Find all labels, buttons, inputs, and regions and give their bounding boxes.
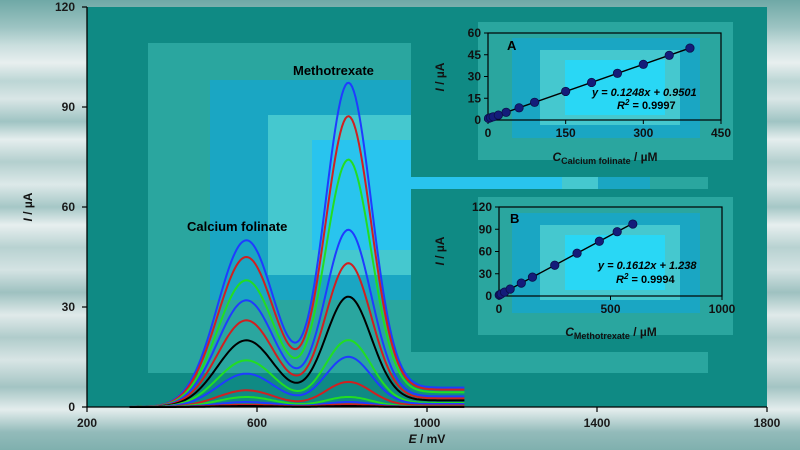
x-unit: / µM — [630, 325, 657, 339]
inset-b-data-point — [527, 272, 538, 282]
inset-a-y-tick-label: 45 — [468, 48, 482, 62]
inset-a-x-tick-label: 150 — [556, 126, 576, 140]
inset-b-x-tick-label: 500 — [600, 302, 620, 316]
x-var: C — [552, 150, 561, 164]
inset-b-y-label: I / µA — [433, 236, 447, 265]
y-tick-label: 30 — [62, 300, 76, 314]
inset-a-y-tick-label: 60 — [468, 26, 482, 40]
y-tick-label: 60 — [62, 200, 76, 214]
voltammogram-curve-1 — [129, 81, 465, 408]
inset-a-equation: y = 0.1248x + 0.9501 — [591, 87, 697, 99]
y-var: I — [433, 87, 447, 91]
inset-b-y-tick-label: 90 — [479, 222, 493, 236]
inset-a-data-point — [529, 97, 540, 107]
y-tick-label: 0 — [68, 400, 75, 414]
inset-a-data-point — [586, 77, 597, 88]
r-value: = 0.9997 — [629, 100, 675, 112]
voltammogram-curve-4 — [129, 228, 465, 408]
voltammogram-curve-5 — [129, 262, 465, 408]
inset-a-x-tick-label: 300 — [633, 126, 653, 140]
inset-b-equation: y = 0.1612x + 1.238 — [597, 260, 697, 272]
x-tick-label: 600 — [247, 416, 267, 430]
inset-a-data-point — [514, 103, 524, 113]
inset-b-data-point — [594, 236, 604, 246]
voltammogram-curve-7 — [129, 339, 465, 408]
inset-a-data-point — [493, 110, 503, 120]
x-tick-label: 1400 — [584, 416, 611, 430]
r-exp: 2 — [623, 272, 629, 281]
x-var: E — [409, 432, 418, 446]
main-x-axis-label: E / mV — [409, 432, 446, 446]
r-var: R — [616, 274, 624, 286]
r-var: R — [617, 100, 625, 112]
inset-a-r2: R2 = 0.9997 — [617, 98, 676, 113]
voltammogram-curve-13 — [129, 405, 465, 408]
inset-a-data-point — [664, 50, 674, 60]
inset-b-data-point — [612, 227, 622, 237]
voltammogram-curve-6 — [129, 295, 465, 408]
inset-b-y-tick-label: 120 — [472, 200, 492, 214]
y-tick-label: 90 — [62, 100, 76, 114]
inset-b-panel-label: B — [510, 211, 519, 226]
inset-a-y-tick-label: 15 — [468, 91, 482, 105]
x-tick-label: 1800 — [754, 416, 781, 430]
inset-b-data-point — [572, 248, 582, 258]
y-unit: / µA — [433, 236, 447, 262]
inset-b-r2: R2 = 0.9994 — [616, 272, 675, 287]
x-tick-label: 1000 — [414, 416, 441, 430]
x-sub: Calcium folinate — [561, 156, 631, 166]
backdrop-rect — [565, 235, 665, 290]
x-unit: / µM — [631, 150, 658, 164]
main-y-axis-label: I / µA — [21, 192, 35, 221]
y-unit: / µA — [433, 62, 447, 88]
annotation-methotrexate: Methotrexate — [293, 63, 374, 78]
inset-b-x-tick-label: 0 — [496, 302, 503, 316]
inset-a-y-tick-label: 30 — [468, 70, 482, 84]
y-unit: / µA — [21, 192, 35, 218]
y-tick-label: 120 — [55, 0, 75, 14]
x-unit: / mV — [417, 432, 446, 446]
y-var: I — [433, 261, 447, 265]
inset-a-data-point — [561, 86, 571, 97]
inset-a-panel-label: A — [507, 38, 517, 53]
backdrop-rect — [565, 60, 665, 115]
inset-b-plot — [494, 219, 638, 300]
inset-b-x-label: CMethotrexate / µM — [565, 325, 657, 341]
main-curves — [129, 81, 465, 408]
inset-b-y-tick-label: 0 — [485, 289, 492, 303]
inset-a-data-point — [501, 107, 511, 117]
inset-a-y-label: I / µA — [433, 62, 447, 91]
inset-a-data-point — [638, 59, 648, 69]
voltammogram-curve-8 — [129, 355, 465, 408]
annotation-calcium-folinate: Calcium folinate — [187, 219, 287, 234]
inset-a-ticks: 0 150 300 450 0 15 30 45 60 — [468, 26, 732, 140]
inset-b-data-point — [505, 284, 515, 294]
inset-a-x-label: CCalcium folinate / µM — [552, 150, 657, 166]
inset-a-data-point — [612, 68, 623, 78]
inset-a-data-point — [685, 43, 695, 53]
inset-a-plot — [483, 43, 695, 124]
inset-b-ticks: 0 500 1000 0 30 60 90 120 — [472, 200, 736, 316]
inset-b-x-tick-label: 1000 — [709, 302, 736, 316]
y-var: I — [21, 217, 35, 221]
r-value: = 0.9994 — [628, 274, 675, 286]
inset-b-data-point — [550, 260, 560, 270]
x-sub: Methotrexate — [574, 331, 630, 341]
x-var: C — [565, 325, 574, 339]
inset-b-data-point — [516, 278, 526, 288]
inset-b-data-point — [628, 219, 638, 229]
inset-a-y-tick-label: 0 — [474, 113, 481, 127]
inset-a: 0 150 300 450 0 15 30 45 60 A y = 0.1248x + 0.95… — [411, 14, 754, 177]
inset-a-x-tick-label: 0 — [485, 126, 492, 140]
inset-b-y-tick-label: 30 — [479, 267, 493, 281]
r-exp: 2 — [624, 98, 630, 107]
x-tick-label: 200 — [77, 416, 97, 430]
voltammogram-curve-3 — [129, 158, 465, 408]
inset-b: 0 500 1000 0 30 60 90 120 B y = 0.1612x + 1.238… — [411, 189, 754, 352]
inset-b-y-tick-label: 60 — [479, 245, 493, 259]
inset-a-x-tick-label: 450 — [711, 126, 731, 140]
voltammogram-curve-2 — [129, 115, 465, 408]
